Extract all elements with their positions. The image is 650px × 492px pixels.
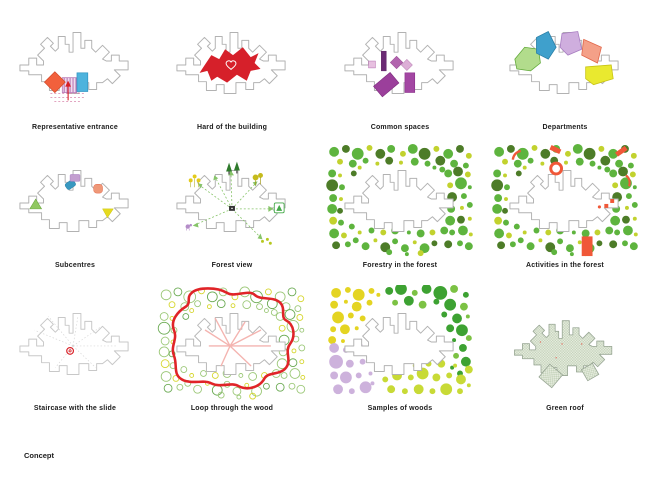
panel-caption: Forest view	[211, 262, 253, 269]
staircase-with-the-slide-drawing	[0, 285, 129, 375]
forestry-in-the-forest-drawing	[326, 143, 473, 257]
representative-entrance-drawing	[19, 32, 129, 102]
green-roof-drawing	[490, 285, 613, 389]
panel-caption: Representative entrance	[32, 124, 118, 131]
forest-view-drawing	[176, 161, 286, 245]
subcentres-drawing	[19, 170, 129, 232]
sheet-title: Concept	[24, 451, 54, 460]
panel-samples-of-woods: Samples of woods	[325, 285, 475, 412]
panel-forest-view: Forest view	[157, 142, 307, 269]
panel-hard-of-the-building: Hard of the building	[157, 4, 307, 131]
panel-activities-in-the-forest: Activities in the forest	[490, 142, 640, 269]
panel-loop-through-the-wood: Loop through the wood	[157, 285, 307, 412]
panel-caption: Samples of woods	[367, 405, 433, 412]
panel-caption: Staircase with the slide	[33, 405, 117, 412]
panel-staircase-with-the-slide: Staircase with the slide	[0, 285, 150, 412]
samples-of-woods-drawing	[328, 285, 473, 396]
panel-subcentres: Subcentres	[0, 142, 150, 269]
panel-caption: Common spaces	[370, 124, 430, 131]
panel-common-spaces: Common spaces	[325, 4, 475, 131]
panel-caption: Forestry in the forest	[362, 262, 438, 269]
departments-drawing	[509, 31, 619, 94]
panel-caption: Green roof	[546, 405, 584, 412]
panel-representative-entrance: Representative entrance	[0, 4, 150, 131]
panel-caption: Activities in the forest	[526, 262, 604, 269]
activities-in-the-forest-drawing	[491, 143, 638, 257]
panel-caption: Hard of the building	[196, 124, 268, 131]
panel-forestry-in-the-forest: Forestry in the forest	[325, 142, 475, 269]
hard-of-the-building-drawing	[176, 32, 286, 94]
common-spaces-drawing	[344, 32, 454, 98]
panel-caption: Loop through the wood	[190, 405, 274, 412]
panel-green-roof: Green roof	[490, 285, 640, 412]
loop-through-the-wood-drawing	[157, 286, 306, 400]
panel-caption: Subcentres	[54, 262, 96, 269]
panel-caption: Departments	[542, 124, 588, 131]
panel-departments: Departments	[490, 4, 640, 131]
